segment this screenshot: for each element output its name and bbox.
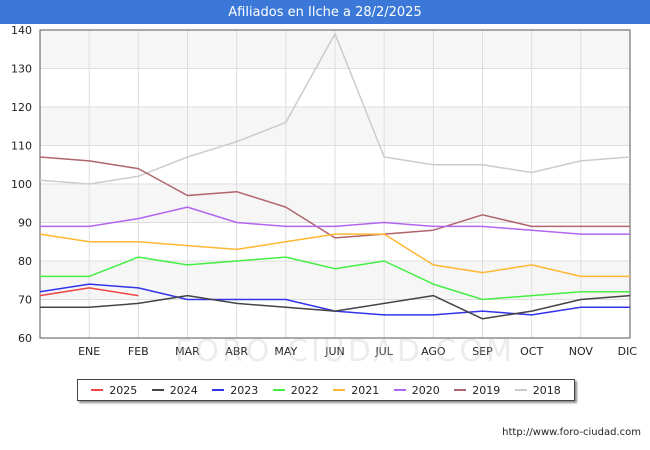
x-tick-label: NOV xyxy=(569,345,594,358)
x-tick-label: JUN xyxy=(324,345,345,358)
series-line-2021 xyxy=(39,233,630,278)
y-tick-label: 70 xyxy=(18,294,32,307)
legend-item-2020: 2020 xyxy=(393,383,440,397)
legend-item-2024: 2024 xyxy=(151,383,198,397)
legend-item-2019: 2019 xyxy=(454,384,500,397)
y-tick-label: 140 xyxy=(11,24,32,37)
y-tick-label: 60 xyxy=(18,332,32,345)
legend-swatch xyxy=(91,389,104,391)
y-tick-label: 130 xyxy=(11,63,32,76)
series-line-2022 xyxy=(40,256,630,301)
x-tick-label: AGO xyxy=(421,345,446,358)
legend-swatch xyxy=(333,389,346,391)
legend-label: 2022 xyxy=(290,383,319,397)
chart-title-text: Afiliados en Ilche a 28/2/2025 xyxy=(228,4,422,20)
legend-swatch xyxy=(514,389,527,391)
legend-item-2023: 2023 xyxy=(212,384,258,397)
legend-swatch xyxy=(272,389,285,391)
x-tick-label: JUL xyxy=(374,345,393,358)
y-tick-label: 120 xyxy=(11,101,32,114)
series-line-2019 xyxy=(39,156,630,239)
y-tick-label: 80 xyxy=(18,255,32,268)
legend-label: 2018 xyxy=(532,383,561,397)
y-tick-label: 90 xyxy=(18,217,32,230)
legend-swatch xyxy=(151,389,164,391)
source-link[interactable]: http://www.foro-ciudad.com xyxy=(502,427,641,438)
legend-item-2022: 2022 xyxy=(272,383,319,397)
x-tick-label: DIC xyxy=(618,345,638,358)
legend-swatch xyxy=(393,389,406,391)
x-tick-label: OCT xyxy=(520,345,543,358)
y-tick-label: 100 xyxy=(11,178,32,191)
series-line-2020 xyxy=(40,206,630,235)
legend-label: 2019 xyxy=(472,383,501,397)
x-tick-label: FEB xyxy=(128,345,149,358)
legend-swatch xyxy=(212,389,225,391)
chart-title: Afiliados en Ilche a 28/2/2025 xyxy=(0,0,650,24)
legend-item-2021: 2021 xyxy=(333,384,379,397)
plot-frame xyxy=(39,29,631,339)
legend-label: 2021 xyxy=(351,383,380,397)
legend-swatch xyxy=(454,389,467,391)
x-tick-label: MAY xyxy=(274,345,297,358)
x-tick-label: SEP xyxy=(472,345,493,358)
legend-label: 2025 xyxy=(109,383,138,397)
x-tick-label: ENE xyxy=(78,345,100,358)
series-line-2024 xyxy=(40,294,631,320)
series-line-2025 xyxy=(39,287,139,297)
x-tick-label: MAR xyxy=(175,345,200,358)
legend-label: 2020 xyxy=(411,383,440,397)
legend-label: 2023 xyxy=(230,383,259,397)
legend-item-2025: 2025 xyxy=(91,384,137,397)
chart-legend: 2025 2024 2023 2022 2021 2020 2019 2018 xyxy=(77,379,575,401)
x-tick-label: ABR xyxy=(225,345,248,358)
legend-item-2018: 2018 xyxy=(514,383,561,397)
series-line-2018 xyxy=(39,33,631,185)
y-tick-label: 110 xyxy=(11,140,32,153)
legend-label: 2024 xyxy=(169,383,198,397)
